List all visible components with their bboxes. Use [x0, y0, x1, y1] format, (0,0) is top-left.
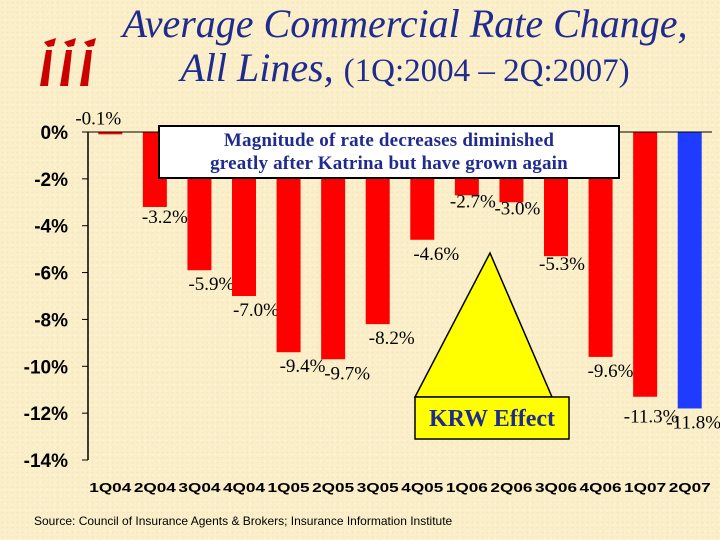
- x-tick-label: 2Q05: [312, 480, 354, 495]
- data-label: -11.8%: [666, 412, 720, 433]
- x-tick-label: 4Q05: [401, 480, 443, 495]
- data-label: -2.7%: [450, 191, 496, 212]
- data-label: -9.4%: [280, 356, 326, 377]
- x-tick-label: 2Q06: [490, 480, 532, 495]
- data-label: -3.2%: [142, 207, 188, 228]
- x-tick-label: 1Q06: [446, 480, 488, 495]
- bar: [677, 132, 702, 409]
- x-tick-label: 3Q06: [535, 480, 577, 495]
- y-tick-label: 0%: [41, 123, 69, 144]
- source-note: Source: Council of Insurance Agents & Br…: [34, 514, 453, 528]
- krw-callout-box: [414, 396, 570, 440]
- x-tick-label: 1Q07: [624, 480, 666, 495]
- title-line-1: Average Commercial Rate Change,: [122, 1, 688, 46]
- title-period: (1Q:2004 – 2Q:2007): [343, 53, 630, 89]
- y-tick-label: -2%: [34, 170, 68, 191]
- y-tick-label: -10%: [24, 357, 68, 378]
- data-label: -0.1%: [75, 108, 121, 129]
- x-tick-label: 2Q07: [669, 480, 711, 495]
- y-tick-label: -12%: [24, 404, 68, 425]
- annotation-box: Magnitude of rate decreases diminished g…: [158, 125, 620, 179]
- chart-title: Average Commercial Rate Change, All Line…: [100, 2, 710, 93]
- krw-callout-pointer: [413, 251, 554, 398]
- x-tick-label: 3Q05: [357, 480, 399, 495]
- bar: [98, 132, 123, 135]
- x-tick-label: 4Q04: [223, 480, 266, 495]
- y-tick-label: -8%: [34, 310, 68, 331]
- data-label: -4.6%: [413, 244, 459, 265]
- x-tick-label: 1Q04: [89, 480, 132, 495]
- data-label: -8.2%: [369, 328, 415, 349]
- bar: [633, 132, 658, 397]
- title-line-2: All Lines, (1Q:2004 – 2Q:2007): [100, 46, 710, 93]
- y-tick-label: -4%: [34, 217, 68, 238]
- x-tick-label: 3Q04: [178, 480, 221, 495]
- data-label: -11.3%: [624, 407, 679, 428]
- y-tick-label: -14%: [24, 451, 68, 472]
- x-tick-label: 2Q04: [134, 480, 177, 495]
- data-label: -5.3%: [539, 254, 585, 275]
- data-label: -9.6%: [588, 361, 634, 382]
- data-label: -3.0%: [494, 198, 540, 219]
- data-label: -9.7%: [324, 363, 370, 384]
- x-tick-label: 1Q05: [268, 480, 310, 495]
- data-label: -5.9%: [188, 274, 234, 295]
- annotation-line-1: Magnitude of rate decreases diminished: [223, 130, 555, 151]
- data-label: -7.0%: [233, 300, 279, 321]
- y-tick-label: -6%: [34, 264, 68, 285]
- title-lines-label: All Lines,: [180, 45, 334, 90]
- iii-logo-icon: [40, 38, 96, 86]
- krw-label: KRW Effect: [429, 406, 555, 432]
- x-tick-label: 4Q06: [580, 480, 622, 495]
- annotation-line-2: greatly after Katrina but have grown aga…: [210, 153, 568, 174]
